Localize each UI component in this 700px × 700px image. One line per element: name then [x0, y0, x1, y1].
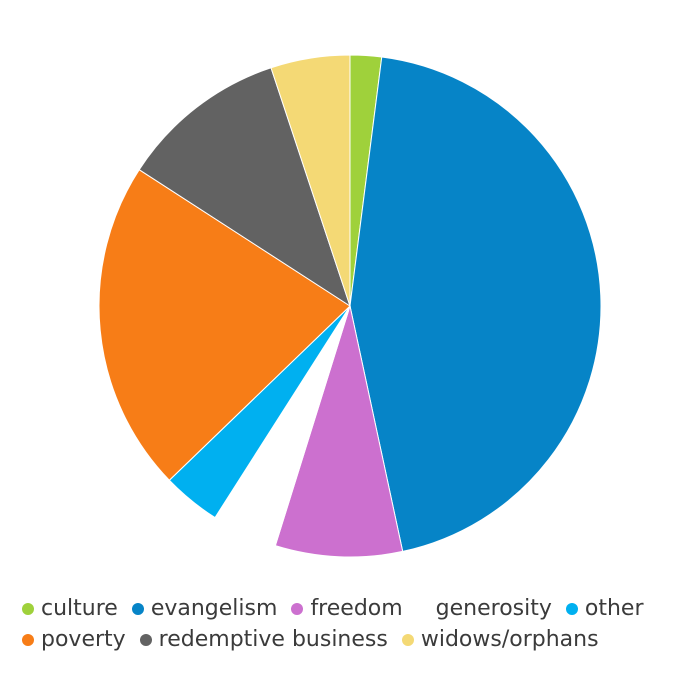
legend-item: widows/orphans — [401, 624, 599, 655]
legend: culture evangelism freedom generosity other … — [22, 593, 692, 655]
legend-row: poverty redemptive business widows/orphans — [22, 624, 692, 655]
legend-dot — [291, 602, 304, 615]
pie-slice-evangelism — [349, 56, 602, 553]
pie-slice-redemptive-business — [138, 67, 351, 308]
legend-dot — [22, 602, 34, 615]
legend-label: culture — [41, 596, 118, 621]
legend-item: poverty — [22, 624, 126, 655]
legend-label: widows/orphans — [420, 627, 599, 652]
legend-dot — [139, 633, 152, 646]
legend-row: culture evangelism freedom generosity other — [22, 593, 692, 624]
legend-label: redemptive business — [158, 627, 388, 652]
pie-chart — [98, 54, 602, 558]
legend-item: culture — [22, 593, 118, 624]
legend-label: evangelism — [150, 596, 278, 621]
legend-dot — [416, 602, 429, 615]
legend-item: evangelism — [131, 593, 278, 624]
legend-dot — [401, 633, 414, 646]
pie-slices — [98, 54, 602, 558]
legend-item: redemptive business — [139, 624, 388, 655]
legend-label: freedom — [310, 596, 403, 621]
legend-item: generosity — [416, 593, 552, 624]
legend-item: other — [565, 593, 644, 624]
pie-slice-widows-orphans — [270, 54, 351, 307]
legend-dot — [131, 602, 144, 615]
legend-label: poverty — [41, 627, 126, 652]
legend-label: other — [584, 596, 644, 621]
pie-slice-freedom — [274, 304, 404, 558]
legend-dot — [22, 633, 34, 646]
pie-slice-poverty — [98, 169, 351, 481]
legend-label: generosity — [435, 596, 552, 621]
legend-dot — [565, 602, 578, 615]
legend-item: freedom — [291, 593, 403, 624]
